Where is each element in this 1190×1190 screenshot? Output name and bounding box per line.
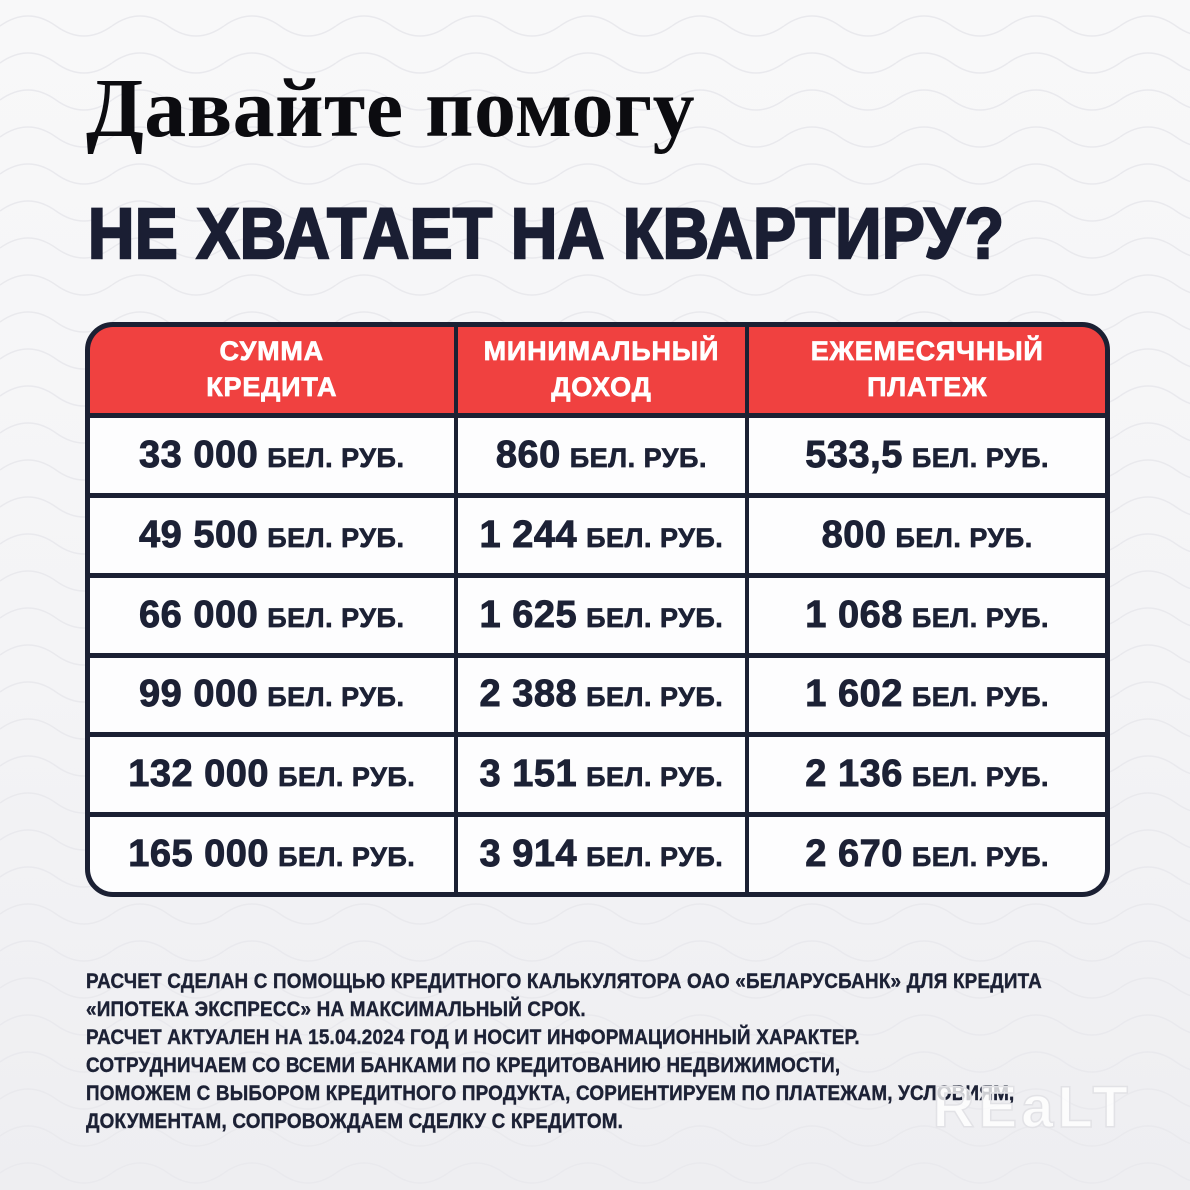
min-income-cell: 1 244 БЕЛ. РУБ. [457,497,746,573]
currency-unit: БЕЛ. РУБ. [911,842,1050,873]
currency-unit: БЕЛ. РУБ. [267,442,405,474]
money-value: 1 244 БЕЛ. РУБ. [479,513,724,557]
currency-unit: БЕЛ. РУБ. [895,522,1033,553]
currency-unit: БЕЛ. РУБ. [278,842,416,873]
currency-unit: БЕЛ. РУБ. [586,522,724,553]
currency-unit: БЕЛ. РУБ. [911,442,1050,474]
loan-table: СУММА КРЕДИТА МИНИМАЛЬНЫЙ ДОХОД ЕЖЕМЕСЯЧ… [85,322,1110,897]
amount: 66 000 [139,593,259,636]
header-line: СУММА [219,336,324,367]
currency-unit: БЕЛ. РУБ. [586,602,724,633]
money-value: 1 068 БЕЛ. РУБ. [805,593,1050,637]
credit-amount-cell: 132 000 БЕЛ. РУБ. [90,737,454,813]
disclaimer-line: РАСЧЕТ СДЕЛАН С ПОМОЩЬЮ КРЕДИТНОГО КАЛЬК… [86,970,1043,993]
currency-unit: БЕЛ. РУБ. [911,602,1050,633]
money-value: 3 151 БЕЛ. РУБ. [479,753,724,796]
amount: 860 [495,433,561,476]
currency-unit: БЕЛ. РУБ. [586,682,724,713]
money-value: 132 000 БЕЛ. РУБ. [128,753,415,796]
amount: 33 000 [139,433,259,476]
currency-unit: БЕЛ. РУБ. [569,442,707,474]
amount: 165 000 [128,833,270,876]
currency-unit: БЕЛ. РУБ. [586,762,724,793]
header-line: ДОХОД [551,372,652,403]
money-value: 2 670 БЕЛ. РУБ. [805,833,1049,876]
monthly-payment-cell: 2 670 БЕЛ. РУБ. [749,817,1105,892]
header-line: ЕЖЕМЕСЯЧНЫЙ [810,336,1044,367]
amount: 1 625 [479,593,578,636]
money-value: 49 500 БЕЛ. РУБ. [139,513,405,557]
table-header-min-income: МИНИМАЛЬНЫЙ ДОХОД [457,327,746,413]
min-income-cell: 2 388 БЕЛ. РУБ. [457,657,746,733]
amount: 132 000 [128,753,270,796]
currency-unit: БЕЛ. РУБ. [911,762,1050,793]
credit-amount-cell: 66 000 БЕЛ. РУБ. [90,577,454,653]
credit-amount-cell: 99 000 БЕЛ. РУБ. [90,657,454,733]
money-value: 99 000 БЕЛ. РУБ. [139,673,405,716]
currency-unit: БЕЛ. РУБ. [267,682,405,713]
money-value: 66 000 БЕЛ. РУБ. [139,593,405,637]
amount: 1 602 [805,673,903,716]
currency-unit: БЕЛ. РУБ. [278,762,416,793]
credit-amount-cell: 49 500 БЕЛ. РУБ. [90,497,454,573]
monthly-payment-cell: 800 БЕЛ. РУБ. [749,497,1105,573]
credit-amount-cell: 165 000 БЕЛ. РУБ. [90,817,454,892]
monthly-payment-cell: 1 602 БЕЛ. РУБ. [749,657,1105,733]
header-line: КРЕДИТА [206,372,338,403]
currency-unit: БЕЛ. РУБ. [267,522,405,553]
monthly-payment-cell: 1 068 БЕЛ. РУБ. [749,577,1105,653]
money-value: 2 388 БЕЛ. РУБ. [479,673,724,716]
min-income-cell: 860 БЕЛ. РУБ. [457,418,746,493]
money-value: 3 914 БЕЛ. РУБ. [479,833,724,876]
amount: 49 500 [139,513,259,556]
amount: 800 [821,513,887,556]
amount: 533,5 [805,433,903,476]
credit-amount-cell: 33 000 БЕЛ. РУБ. [90,418,454,493]
page-title: Давайте помогу [86,62,696,155]
money-value: 860 БЕЛ. РУБ. [495,433,707,477]
amount: 3 151 [479,753,578,796]
money-value: 33 000 БЕЛ. РУБ. [139,433,405,477]
header-line: ПЛАТЕЖ [867,372,988,403]
amount: 1 244 [479,513,578,556]
header-line: МИНИМАЛЬНЫЙ [483,336,720,367]
amount: 99 000 [139,673,259,716]
amount: 3 914 [479,833,578,876]
money-value: 165 000 БЕЛ. РУБ. [128,833,415,876]
amount: 2 670 [805,833,903,876]
page-subtitle: НЕ ХВАТАЕТ НА КВАРТИРУ? [87,194,1005,275]
currency-unit: БЕЛ. РУБ. [911,682,1050,713]
money-value: 1 625 БЕЛ. РУБ. [479,593,724,637]
monthly-payment-cell: 533,5 БЕЛ. РУБ. [749,418,1105,493]
money-value: 1 602 БЕЛ. РУБ. [805,673,1049,716]
money-value: 800 БЕЛ. РУБ. [821,513,1033,557]
min-income-cell: 3 151 БЕЛ. РУБ. [457,737,746,813]
monthly-payment-cell: 2 136 БЕЛ. РУБ. [749,737,1105,813]
table-header-credit-sum: СУММА КРЕДИТА [90,327,454,413]
min-income-cell: 1 625 БЕЛ. РУБ. [457,577,746,653]
disclaimer-line: «ИПОТЕКА ЭКСПРЕСС» НА МАКСИМАЛЬНЫЙ СРОК. [86,998,586,1021]
amount: 2 136 [805,753,903,796]
money-value: 2 136 БЕЛ. РУБ. [805,753,1049,796]
table-header-monthly-payment: ЕЖЕМЕСЯЧНЫЙ ПЛАТЕЖ [749,327,1105,413]
amount: 2 388 [479,673,578,716]
money-value: 533,5 БЕЛ. РУБ. [805,433,1050,477]
currency-unit: БЕЛ. РУБ. [586,842,724,873]
disclaimer-line: РАСЧЕТ АКТУАЛЕН НА 15.04.2024 ГОД И НОСИ… [86,1026,860,1049]
realt-logo-watermark: REaLT [932,1074,1132,1141]
amount: 1 068 [805,593,903,636]
currency-unit: БЕЛ. РУБ. [267,602,405,633]
min-income-cell: 3 914 БЕЛ. РУБ. [457,817,746,892]
